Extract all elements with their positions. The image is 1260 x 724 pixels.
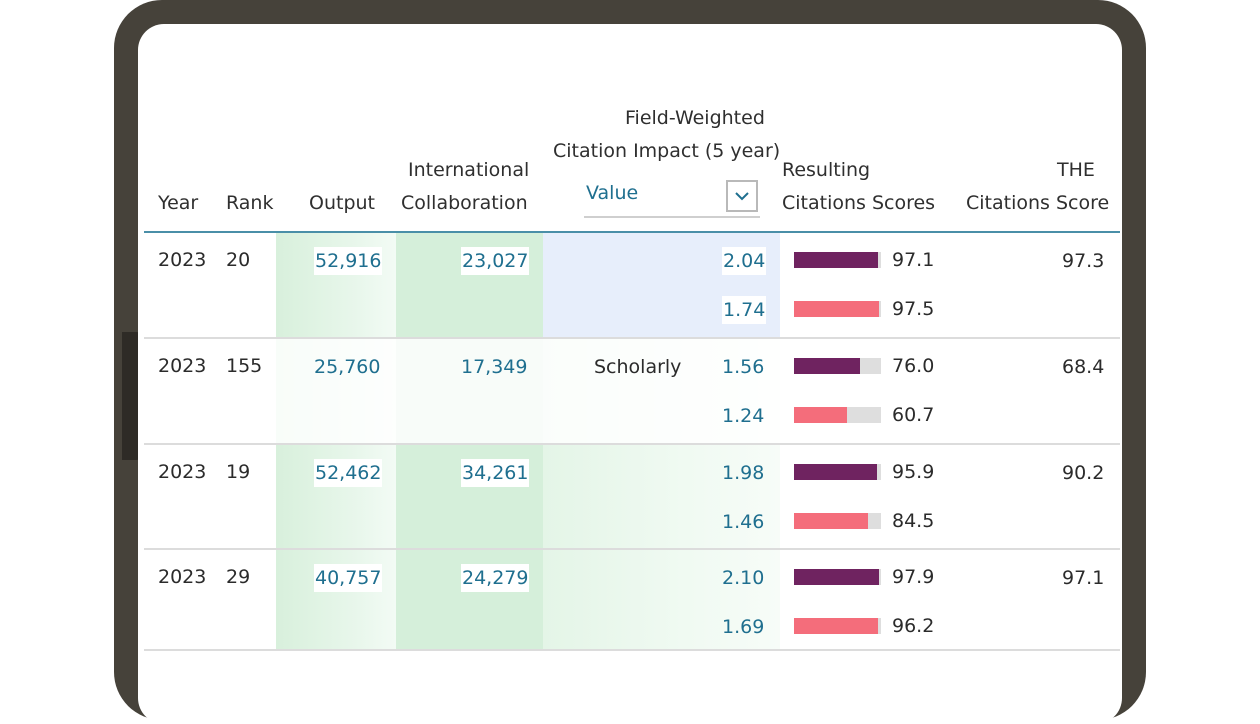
row2-fwci-a-link[interactable]: 1.56 <box>722 356 765 378</box>
row3-year: 2023 <box>158 461 207 483</box>
row1-the-score: 97.3 <box>1062 250 1105 272</box>
row4-rank: 29 <box>226 566 251 588</box>
row3-fwci-a-link[interactable]: 1.98 <box>722 462 765 484</box>
row4-score-a: 97.9 <box>892 566 935 588</box>
row1-year: 2023 <box>158 249 207 271</box>
row2-score-a: 76.0 <box>892 355 935 377</box>
row2-the-score: 68.4 <box>1062 356 1105 378</box>
row4-score-b: 96.2 <box>892 615 935 637</box>
col-header-the-line1[interactable]: THE <box>1057 159 1095 181</box>
fwci-select-toggle[interactable] <box>726 180 758 212</box>
select-underline <box>584 216 760 218</box>
row2-score-b: 60.7 <box>892 404 935 426</box>
row2-score-b-bar <box>794 407 881 423</box>
row3-rank: 19 <box>226 461 251 483</box>
row2-score-b-fill <box>794 407 847 423</box>
row1-score-b-bar <box>794 301 881 317</box>
row1-collaboration-link[interactable]: 23,027 <box>461 247 530 275</box>
row3-the-score: 90.2 <box>1062 462 1105 484</box>
col-header-intl-line2[interactable]: Collaboration <box>401 192 528 214</box>
row4-score-b-fill <box>794 618 878 634</box>
row4-score-a-bar <box>794 569 881 585</box>
row3-output-link[interactable]: 52,462 <box>314 459 383 487</box>
row1-score-b-fill <box>794 301 879 317</box>
col-header-resulting-line2[interactable]: Citations Scores <box>782 192 936 214</box>
row1-score-a-fill <box>794 252 878 268</box>
row4-collaboration-link[interactable]: 24,279 <box>461 564 530 592</box>
chevron-down-icon <box>735 192 749 201</box>
row2-fwci-b-link[interactable]: 1.24 <box>722 405 765 427</box>
col-header-fwci-line1[interactable]: Field-Weighted <box>625 107 765 129</box>
fwci-metric-select[interactable]: Value <box>584 178 760 218</box>
row1-rank: 20 <box>226 249 251 271</box>
row3-score-a-bar <box>794 464 881 480</box>
row4-divider <box>144 649 1120 651</box>
row2-rank: 155 <box>226 355 263 377</box>
row4-score-a-fill <box>794 569 879 585</box>
row2-output-link[interactable]: 25,760 <box>314 356 381 378</box>
row4-the-score: 97.1 <box>1062 567 1105 589</box>
row2-collaboration-link[interactable]: 17,349 <box>461 356 528 378</box>
citations-table: Year Rank Output International Collabora… <box>144 107 1120 651</box>
row1-divider <box>144 337 1120 339</box>
row2-year: 2023 <box>158 355 207 377</box>
col-header-rank[interactable]: Rank <box>226 192 274 214</box>
row2-category-label: Scholarly <box>594 356 682 378</box>
col-header-fwci-line2[interactable]: Citation Impact (5 year) <box>553 140 781 162</box>
col-header-the-line2[interactable]: Citations Score <box>966 192 1110 214</box>
fwci-select-value: Value <box>586 182 639 204</box>
col-header-output[interactable]: Output <box>309 192 375 214</box>
row4-output-link[interactable]: 40,757 <box>314 564 383 592</box>
header-divider <box>144 231 1120 233</box>
row3-collaboration-link[interactable]: 34,261 <box>461 459 530 487</box>
row3-score-b-bar <box>794 513 881 529</box>
row1-fwci-b-link[interactable]: 1.74 <box>722 296 767 324</box>
row2-score-a-fill <box>794 358 860 374</box>
row4-fwci-a-link[interactable]: 2.10 <box>722 567 765 589</box>
row4-fwci-b-link[interactable]: 1.69 <box>722 616 765 638</box>
row1-score-a-bar <box>794 252 881 268</box>
row3-score-a-fill <box>794 464 877 480</box>
row4-score-b-bar <box>794 618 881 634</box>
row3-divider <box>144 548 1120 550</box>
row1-fwci-a-link[interactable]: 2.04 <box>722 247 767 275</box>
col-header-resulting-line1[interactable]: Resulting <box>782 159 871 181</box>
col-header-intl-line1[interactable]: International <box>408 159 530 181</box>
row2-mute-overlay <box>276 339 780 443</box>
row3-score-b-fill <box>794 513 868 529</box>
row1-score-b: 97.5 <box>892 298 935 320</box>
row2-divider <box>144 443 1120 445</box>
row2-score-a-bar <box>794 358 881 374</box>
row3-fwci-b-link[interactable]: 1.46 <box>722 511 765 533</box>
col-header-year[interactable]: Year <box>158 192 199 214</box>
row3-score-b: 84.5 <box>892 510 935 532</box>
row1-score-a: 97.1 <box>892 249 935 271</box>
row3-score-a: 95.9 <box>892 461 935 483</box>
row4-year: 2023 <box>158 566 207 588</box>
row1-output-link[interactable]: 52,916 <box>314 247 383 275</box>
